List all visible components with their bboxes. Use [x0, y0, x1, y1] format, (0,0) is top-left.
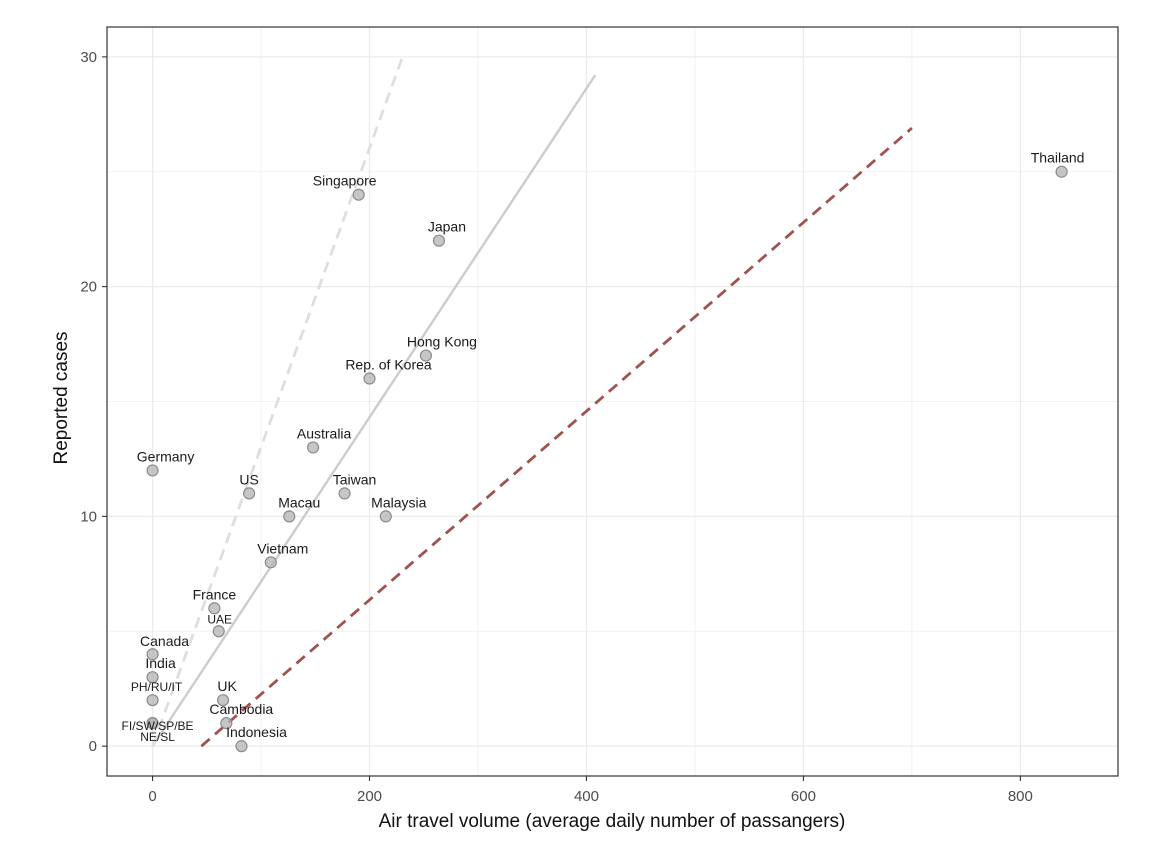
y-tick-label: 0	[89, 738, 97, 755]
data-point	[338, 487, 351, 500]
point-label: Indonesia	[226, 724, 287, 740]
fit-line-solid	[151, 74, 597, 747]
data-point	[146, 717, 159, 730]
point-label: FI/SW/SP/BE	[122, 719, 194, 733]
data-point	[235, 740, 248, 753]
x-tick-label: 600	[791, 788, 816, 805]
point-label: Hong Kong	[407, 334, 477, 350]
point-label: Macau	[278, 494, 320, 510]
x-tick-label: 200	[357, 788, 382, 805]
point-label: India	[145, 655, 176, 671]
fit-line-dashed	[200, 127, 913, 748]
point-labels: Thailand Singapore Japan Hong Kong Rep. of K…	[122, 150, 1085, 744]
point-label: UK	[217, 678, 237, 694]
fit-lines	[151, 51, 913, 748]
data-point	[216, 694, 230, 707]
x-tick-label: 800	[1008, 788, 1033, 805]
x-tick-label: 0	[148, 788, 156, 805]
data-point	[363, 372, 376, 385]
data-points	[146, 165, 1068, 753]
data-point	[352, 188, 365, 201]
data-point	[208, 602, 221, 615]
axis-ticks: 0 200 400 600 800 0 10 20 30	[80, 49, 1033, 805]
x-tick-label: 400	[574, 788, 599, 805]
point-label: UAE	[207, 612, 232, 626]
x-axis-title: Air travel volume (average daily number …	[379, 811, 846, 832]
data-point	[146, 648, 159, 661]
point-label: Vietnam	[257, 540, 308, 556]
y-tick-label: 30	[80, 49, 97, 66]
data-point	[307, 441, 320, 454]
data-point	[146, 464, 159, 477]
data-point	[432, 234, 446, 247]
data-point	[1055, 165, 1068, 178]
point-label: France	[193, 586, 237, 602]
data-point	[146, 694, 159, 707]
data-point	[379, 510, 392, 523]
plot-panel-border	[106, 26, 1119, 777]
data-point	[243, 487, 256, 500]
point-label: Canada	[140, 633, 189, 649]
point-label: Malaysia	[371, 494, 426, 510]
point-label: Australia	[297, 425, 352, 441]
point-label: Singapore	[313, 173, 377, 189]
point-label: Taiwan	[333, 471, 377, 487]
data-point	[264, 556, 277, 569]
data-point	[419, 349, 433, 362]
data-point	[212, 625, 225, 638]
point-label: Japan	[428, 219, 466, 235]
data-point	[220, 717, 233, 730]
y-tick-label: 20	[80, 279, 97, 296]
data-point	[283, 510, 296, 523]
point-label: Rep. of Korea	[345, 357, 432, 373]
point-label: Germany	[137, 448, 195, 464]
y-axis-title: Reported cases	[51, 331, 72, 464]
point-label: NE/SL	[140, 730, 175, 744]
point-label: PH/RU/IT	[131, 680, 183, 694]
point-label: Thailand	[1031, 150, 1085, 166]
point-label: US	[239, 471, 258, 487]
gridlines	[107, 27, 1118, 776]
y-tick-label: 10	[80, 508, 97, 525]
point-label: Cambodia	[209, 701, 273, 717]
fit-line-dashed	[151, 51, 406, 747]
data-point	[146, 671, 159, 684]
